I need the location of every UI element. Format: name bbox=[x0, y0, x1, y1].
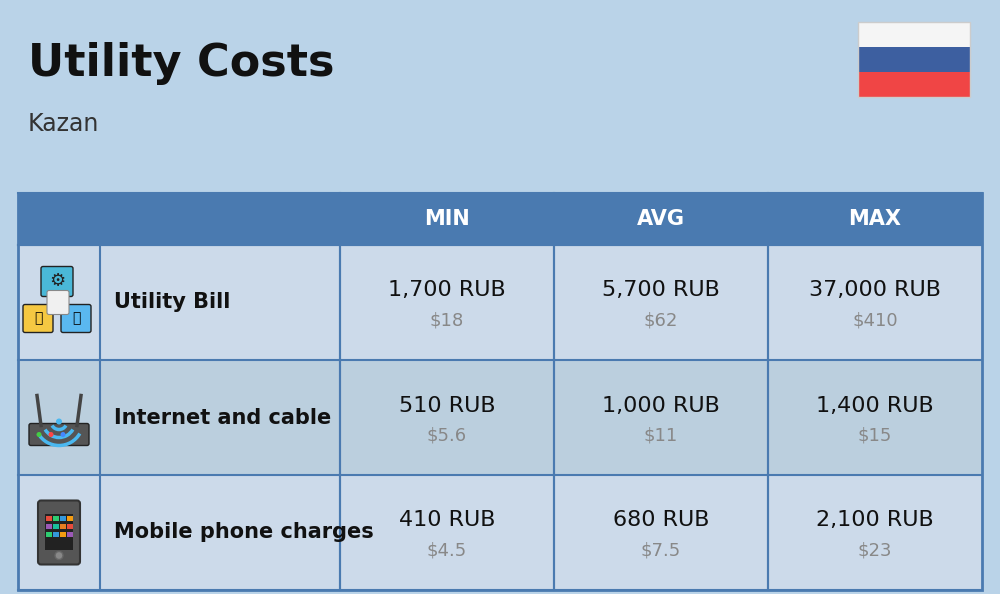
FancyBboxPatch shape bbox=[29, 424, 89, 446]
Text: Kazan: Kazan bbox=[28, 112, 99, 136]
Bar bbox=[53, 516, 58, 521]
Text: Utility Bill: Utility Bill bbox=[114, 292, 230, 312]
Text: $7.5: $7.5 bbox=[641, 542, 681, 560]
Bar bbox=[858, 22, 970, 97]
Text: MAX: MAX bbox=[848, 209, 902, 229]
Text: 💧: 💧 bbox=[72, 311, 80, 326]
Bar bbox=[858, 72, 970, 97]
Bar bbox=[858, 22, 970, 47]
Text: Utility Costs: Utility Costs bbox=[28, 42, 334, 85]
Text: $23: $23 bbox=[858, 542, 892, 560]
Text: 1,700 RUB: 1,700 RUB bbox=[388, 280, 506, 301]
Text: 680 RUB: 680 RUB bbox=[613, 510, 709, 530]
Text: 37,000 RUB: 37,000 RUB bbox=[809, 280, 941, 301]
Text: 1,000 RUB: 1,000 RUB bbox=[602, 396, 720, 415]
Text: 510 RUB: 510 RUB bbox=[399, 396, 495, 415]
Text: 2,100 RUB: 2,100 RUB bbox=[816, 510, 934, 530]
Text: $5.6: $5.6 bbox=[427, 426, 467, 444]
Text: MIN: MIN bbox=[424, 209, 470, 229]
Bar bbox=[18, 475, 982, 590]
Bar bbox=[46, 532, 52, 537]
Bar bbox=[18, 193, 982, 590]
Bar bbox=[60, 516, 66, 521]
Text: $18: $18 bbox=[430, 311, 464, 330]
Bar bbox=[60, 523, 66, 529]
FancyBboxPatch shape bbox=[41, 267, 73, 296]
FancyBboxPatch shape bbox=[23, 305, 53, 333]
Text: $62: $62 bbox=[644, 311, 678, 330]
Bar bbox=[45, 513, 73, 549]
Bar bbox=[18, 360, 982, 475]
FancyBboxPatch shape bbox=[47, 290, 69, 314]
FancyBboxPatch shape bbox=[61, 305, 91, 333]
Bar bbox=[858, 47, 970, 72]
Bar bbox=[18, 193, 982, 245]
Circle shape bbox=[36, 432, 42, 437]
Text: 5,700 RUB: 5,700 RUB bbox=[602, 280, 720, 301]
Bar bbox=[46, 516, 52, 521]
Text: 1,400 RUB: 1,400 RUB bbox=[816, 396, 934, 415]
Bar bbox=[53, 532, 58, 537]
Bar bbox=[18, 245, 982, 360]
Text: 410 RUB: 410 RUB bbox=[399, 510, 495, 530]
Bar bbox=[53, 523, 58, 529]
Bar bbox=[67, 523, 72, 529]
Text: AVG: AVG bbox=[637, 209, 685, 229]
Text: Internet and cable: Internet and cable bbox=[114, 407, 331, 428]
Text: Mobile phone charges: Mobile phone charges bbox=[114, 523, 374, 542]
Text: $410: $410 bbox=[852, 311, 898, 330]
Circle shape bbox=[56, 419, 62, 425]
Bar bbox=[67, 532, 72, 537]
Text: ⚙: ⚙ bbox=[49, 273, 65, 290]
Bar bbox=[46, 523, 52, 529]
FancyBboxPatch shape bbox=[38, 501, 80, 564]
Circle shape bbox=[55, 551, 63, 560]
Circle shape bbox=[48, 432, 54, 437]
Circle shape bbox=[60, 432, 66, 437]
Text: $15: $15 bbox=[858, 426, 892, 444]
Bar bbox=[67, 516, 72, 521]
Bar bbox=[60, 532, 66, 537]
Text: $11: $11 bbox=[644, 426, 678, 444]
Text: 🔌: 🔌 bbox=[34, 311, 42, 326]
Text: $4.5: $4.5 bbox=[427, 542, 467, 560]
